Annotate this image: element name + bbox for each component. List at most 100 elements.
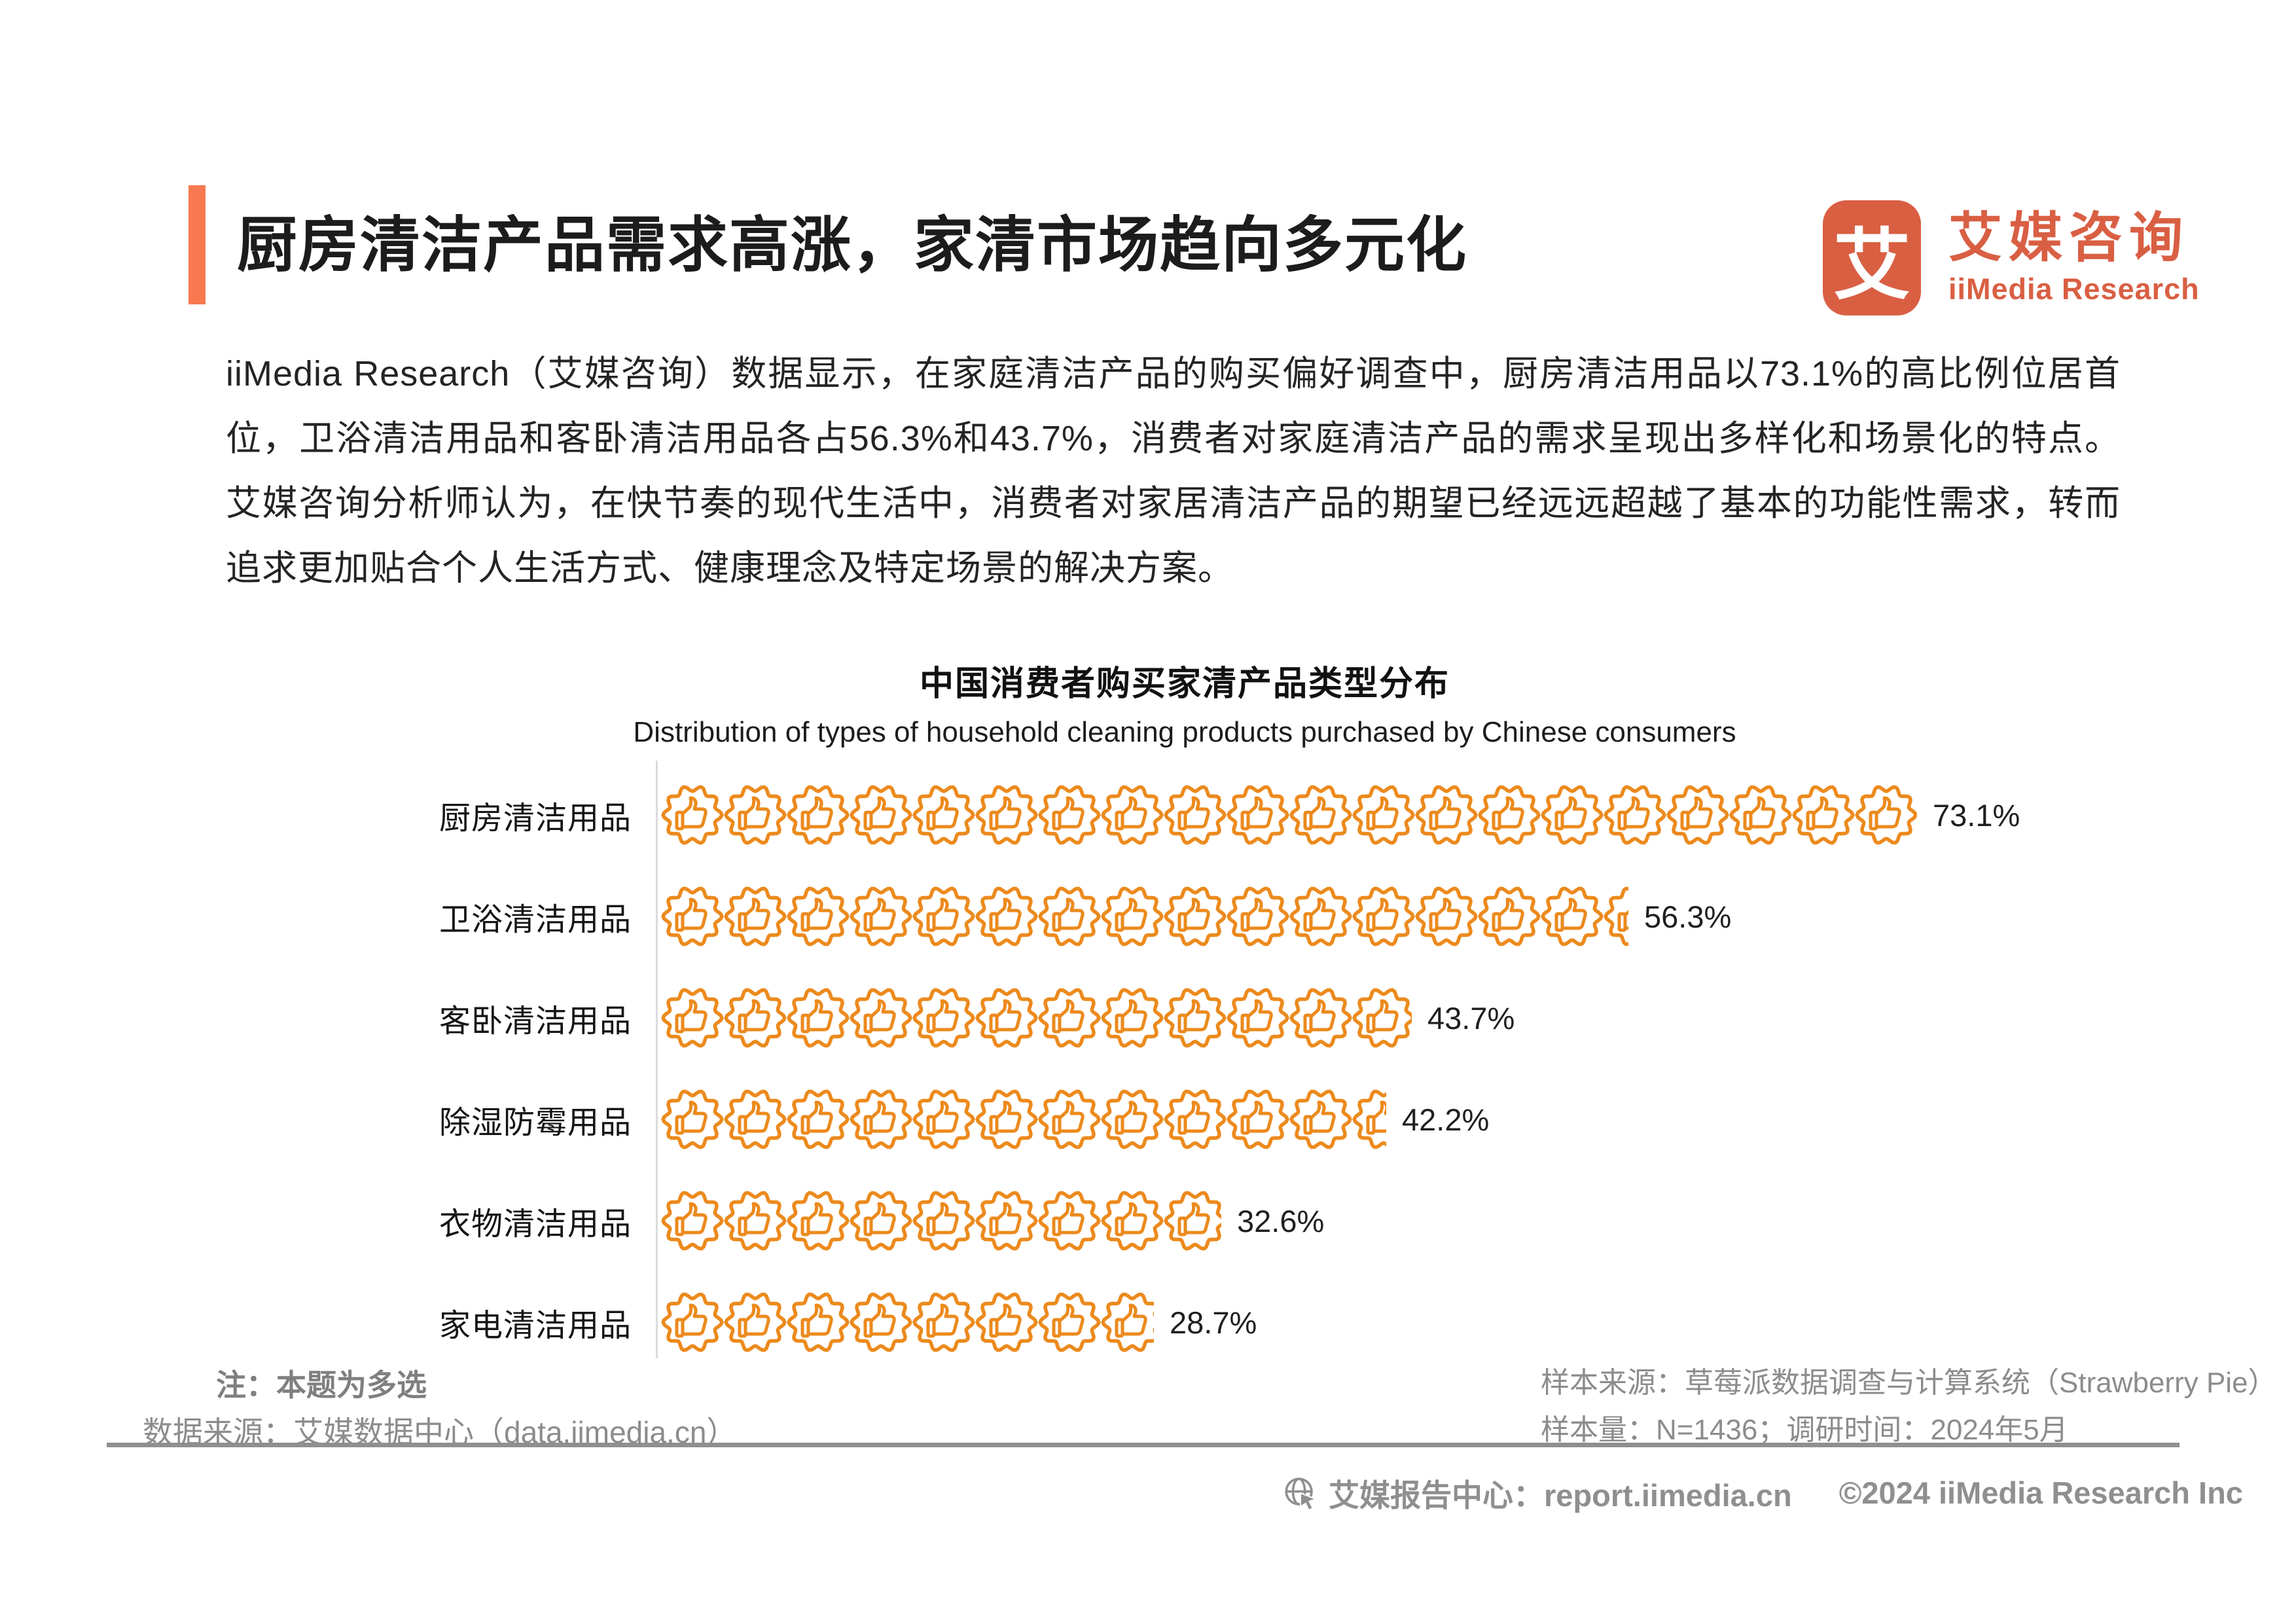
- footer-copyright: ©2024 iiMedia Research Inc: [1839, 1475, 2243, 1510]
- thumb-up-badge-icon: [850, 1089, 912, 1149]
- row-value: 32.6%: [1237, 1203, 1325, 1238]
- logo-name-cn: 艾媒咨询: [1948, 208, 2190, 268]
- thumb-up-badge-icon: [912, 1089, 975, 1149]
- thumb-up-badge-icon: [1541, 785, 1604, 845]
- thumb-up-badge-icon: [787, 1191, 850, 1251]
- thumb-up-badge-icon: [912, 1292, 975, 1352]
- thumb-up-badge-icon: [661, 785, 724, 845]
- thumb-up-badge-icon: [724, 785, 787, 845]
- thumb-up-badge-icon: [975, 1292, 1038, 1352]
- thumb-up-badge-icon: [850, 1191, 912, 1251]
- row-value: 73.1%: [1933, 797, 2020, 833]
- chart-row: 除湿防霉用品 42.2%: [353, 1088, 2020, 1151]
- chart-axis-line: [656, 761, 658, 1358]
- thumb-up-badge-icon: [975, 1089, 1038, 1149]
- thumb-up-badge-icon: [1164, 988, 1227, 1048]
- title-accent-bar: [188, 185, 206, 304]
- thumb-up-badge-icon: [975, 988, 1038, 1048]
- thumb-up-badge-icon: [850, 886, 912, 947]
- thumb-up-badge-icon: [1038, 988, 1101, 1048]
- thumb-up-badge-icon: [975, 785, 1038, 845]
- row-label: 家电清洁用品: [439, 1308, 632, 1343]
- thumb-up-badge-icon: [661, 1292, 724, 1352]
- footer-bar: 艾媒报告中心：report.iimedia.cn ©2024 iiMedia R…: [1282, 1470, 2243, 1515]
- logo-name-en: iiMedia Research: [1948, 272, 2200, 306]
- thumb-up-badge-icon: [1101, 1191, 1164, 1251]
- thumb-up-badge-icon: [1164, 886, 1227, 947]
- pictogram-rows: 厨房清洁用品 73.1% 卫浴清洁用品 56.3% 客卧清洁用品 43.7% 除湿防霉用品 4…: [353, 784, 2020, 1392]
- thumb-up-badge-icon: [975, 1191, 1038, 1251]
- thumb-up-badge-icon: [1729, 785, 1792, 845]
- thumb-up-badge-icon: [724, 1089, 787, 1149]
- pictogram-bar: [661, 885, 1628, 948]
- thumb-up-badge-icon: [850, 1292, 912, 1352]
- thumb-up-badge-icon: [1352, 1089, 1386, 1149]
- page-title: 厨房清洁产品需求高涨，家清市场趋向多元化: [237, 212, 1468, 279]
- thumb-up-badge-icon: [1038, 886, 1101, 947]
- thumb-up-badge-icon: [787, 886, 850, 947]
- thumb-up-badge-icon: [1164, 1191, 1221, 1251]
- thumb-up-badge-icon: [1038, 785, 1101, 845]
- thumb-up-badge-icon: [724, 886, 787, 947]
- thumb-up-badge-icon: [1038, 1191, 1101, 1251]
- chart-row: 卫浴清洁用品 56.3%: [353, 885, 2020, 948]
- thumb-up-badge-icon: [1289, 785, 1352, 845]
- thumb-up-badge-icon: [912, 886, 975, 947]
- thumb-up-badge-icon: [1038, 1089, 1101, 1149]
- thumb-up-badge-icon: [787, 1089, 850, 1149]
- thumb-up-badge-icon: [1352, 785, 1415, 845]
- iimedia-logo-icon: 艾: [1823, 200, 1921, 316]
- thumb-up-badge-icon: [1101, 1292, 1154, 1352]
- thumb-up-badge-icon: [1227, 988, 1289, 1048]
- thumb-up-badge-icon: [1289, 988, 1352, 1048]
- thumb-up-badge-icon: [724, 988, 787, 1048]
- pictogram-bar: [661, 784, 1917, 846]
- footer-divider: [107, 1443, 2179, 1447]
- thumb-up-badge-icon: [912, 988, 975, 1048]
- row-value: 28.7%: [1170, 1305, 1257, 1340]
- thumb-up-badge-icon: [1415, 785, 1478, 845]
- row-label: 客卧清洁用品: [439, 1004, 632, 1039]
- row-value: 43.7%: [1427, 1000, 1515, 1036]
- thumb-up-badge-icon: [787, 988, 850, 1048]
- thumb-up-badge-icon: [1604, 785, 1666, 845]
- thumb-up-badge-icon: [1352, 988, 1412, 1048]
- thumb-up-badge-icon: [912, 785, 975, 845]
- brand-logo: 艾 艾媒咨询 iiMedia Research: [1823, 200, 2200, 316]
- thumb-up-badge-icon: [787, 1292, 850, 1352]
- thumb-up-badge-icon: [1289, 1089, 1352, 1149]
- thumb-up-badge-icon: [1478, 886, 1541, 947]
- row-label: 衣物清洁用品: [439, 1207, 632, 1242]
- footnote-multi-select: 注：本题为多选: [216, 1368, 427, 1402]
- thumb-up-badge-icon: [1227, 1089, 1289, 1149]
- thumb-up-badge-icon: [724, 1191, 787, 1251]
- thumb-up-badge-icon: [724, 1292, 787, 1352]
- thumb-up-badge-icon: [1038, 1292, 1101, 1352]
- thumb-up-badge-icon: [1164, 785, 1227, 845]
- thumb-up-badge-icon: [975, 886, 1038, 947]
- thumb-up-badge-icon: [850, 988, 912, 1048]
- row-label: 厨房清洁用品: [439, 801, 632, 836]
- row-label: 除湿防霉用品: [439, 1106, 632, 1140]
- thumb-up-badge-icon: [1604, 886, 1628, 947]
- chart-subtitle: Distribution of types of household clean…: [633, 716, 1736, 748]
- thumb-up-badge-icon: [850, 785, 912, 845]
- thumb-up-badge-icon: [1541, 886, 1604, 947]
- row-value: 42.2%: [1402, 1102, 1490, 1137]
- chart-row: 客卧清洁用品 43.7%: [353, 986, 2020, 1049]
- thumb-up-badge-icon: [912, 1191, 975, 1251]
- thumb-up-badge-icon: [1101, 988, 1164, 1048]
- footnote-sample-source: 样本来源：草莓派数据调查与计算系统（Strawberry Pie）: [1541, 1367, 2277, 1399]
- logo-mark-glyph: 艾: [1833, 222, 1910, 309]
- chart-row: 衣物清洁用品 32.6%: [353, 1189, 2020, 1252]
- globe-cursor-icon: [1285, 1477, 1318, 1511]
- pictogram-bar: [661, 1189, 1221, 1252]
- thumb-up-badge-icon: [661, 988, 724, 1048]
- thumb-up-badge-icon: [1164, 1089, 1227, 1149]
- thumb-up-badge-icon: [1227, 886, 1289, 947]
- thumb-up-badge-icon: [1227, 785, 1289, 845]
- chart-title: 中国消费者购买家清产品类型分布: [919, 665, 1450, 703]
- logo-text: 艾媒咨询 iiMedia Research: [1948, 200, 2200, 308]
- thumb-up-badge-icon: [1792, 785, 1855, 845]
- pictogram-bar: [661, 1291, 1154, 1354]
